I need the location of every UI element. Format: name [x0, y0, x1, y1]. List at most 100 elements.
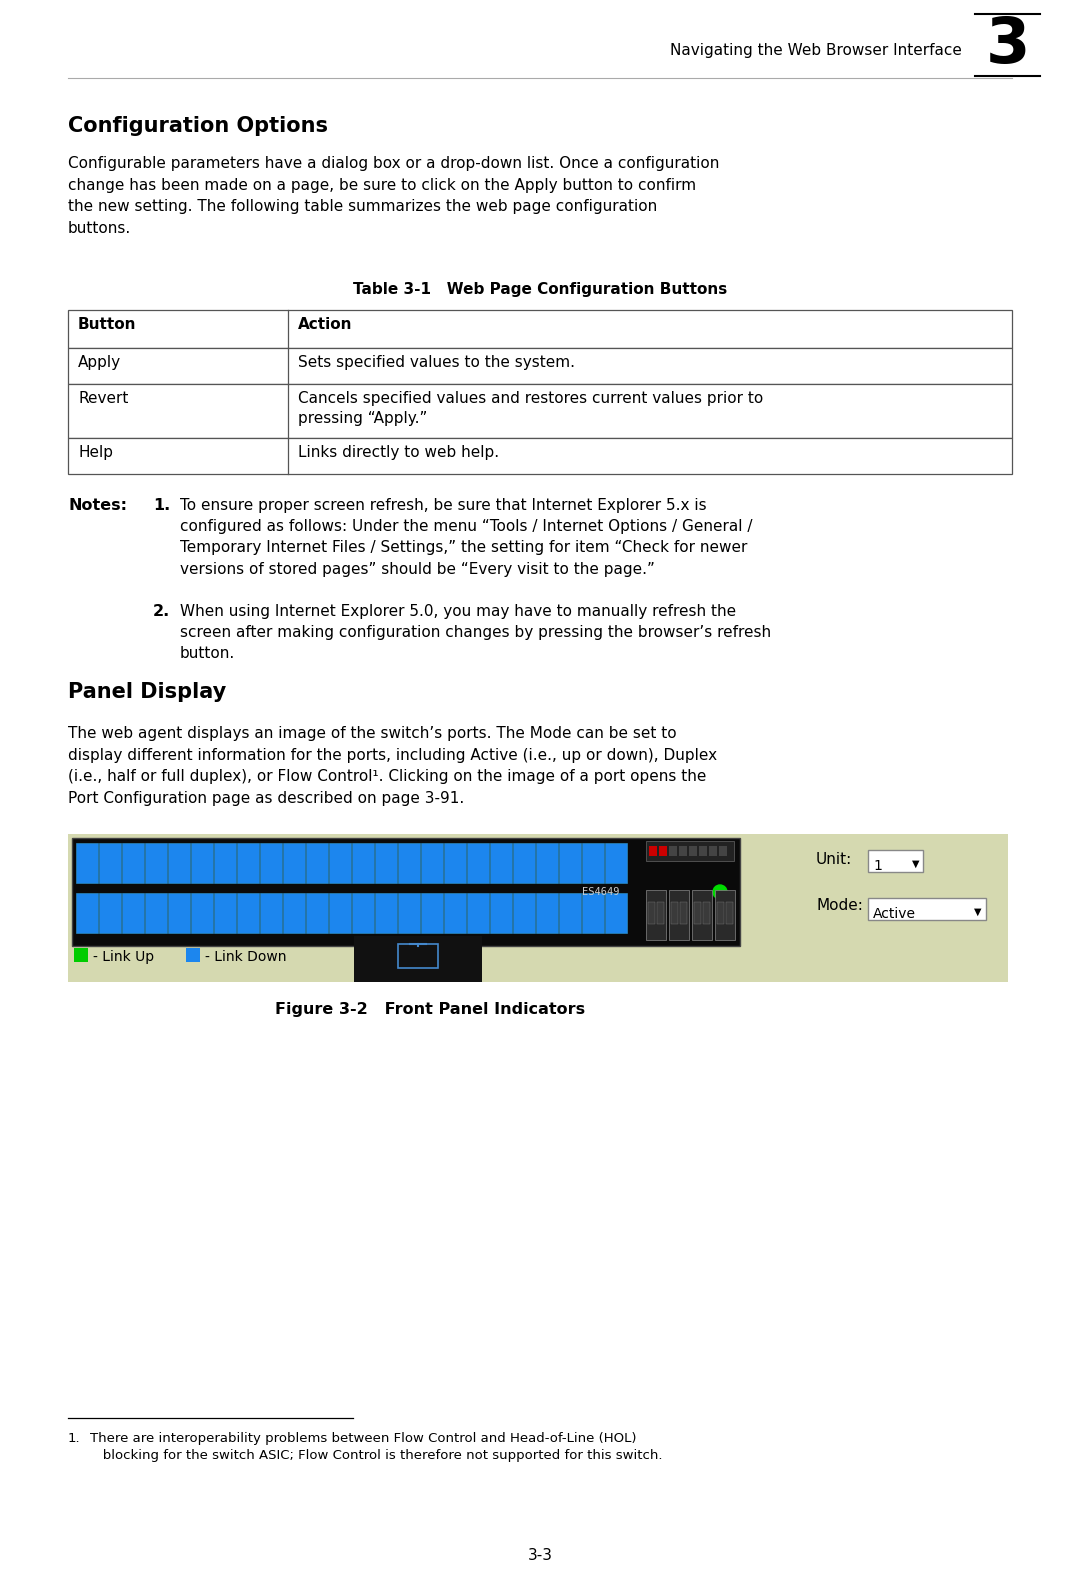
Bar [99, 893, 121, 933]
Bar [76, 893, 98, 933]
Bar [694, 903, 701, 925]
Text: 2.: 2. [153, 604, 171, 619]
Bar [283, 893, 305, 933]
Bar [68, 309, 1012, 349]
Bar [708, 846, 717, 856]
Bar [214, 893, 237, 933]
Text: ▼: ▼ [974, 907, 982, 917]
Bar [260, 893, 282, 933]
Text: Sets specified values to the system.: Sets specified values to the system. [298, 355, 575, 371]
Text: Mode:: Mode: [816, 898, 863, 914]
Bar [559, 893, 581, 933]
Text: Apply: Apply [78, 355, 121, 371]
Text: 1: 1 [873, 859, 882, 873]
Bar [513, 843, 535, 882]
Bar [122, 893, 144, 933]
Text: Navigating the Web Browser Interface: Navigating the Web Browser Interface [670, 42, 962, 58]
Bar [76, 843, 98, 882]
Text: 3-3: 3-3 [527, 1548, 553, 1564]
Bar [703, 903, 710, 925]
Bar [186, 948, 200, 962]
Text: 3: 3 [985, 14, 1029, 75]
Bar [329, 843, 351, 882]
Bar [444, 843, 465, 882]
Bar [646, 890, 666, 940]
Bar [283, 843, 305, 882]
Text: To ensure proper screen refresh, be sure that Internet Explorer 5.x is
configure: To ensure proper screen refresh, be sure… [180, 498, 753, 576]
Bar [692, 890, 712, 940]
Text: The web agent displays an image of the switch’s ports. The Mode can be set to
di: The web agent displays an image of the s… [68, 725, 717, 805]
Bar [122, 843, 144, 882]
Bar [582, 843, 604, 882]
Text: ES4649: ES4649 [582, 887, 620, 896]
Bar [145, 893, 167, 933]
Text: Table 3-1   Web Page Configuration Buttons: Table 3-1 Web Page Configuration Buttons [353, 283, 727, 297]
Bar [648, 903, 654, 925]
Bar [669, 846, 677, 856]
Bar [513, 893, 535, 933]
Bar [237, 843, 259, 882]
Bar [399, 893, 420, 933]
Bar [669, 890, 689, 940]
Bar [237, 893, 259, 933]
Bar [68, 438, 1012, 474]
Bar [354, 936, 482, 981]
Bar [352, 843, 374, 882]
Bar [168, 843, 190, 882]
Bar [659, 846, 667, 856]
Text: Cancels specified values and restores current values prior to
pressing “Apply.”: Cancels specified values and restores cu… [298, 391, 764, 427]
Text: Configuration Options: Configuration Options [68, 116, 328, 137]
Text: Links directly to web help.: Links directly to web help. [298, 444, 499, 460]
Text: Notes:: Notes: [68, 498, 127, 513]
Bar [868, 898, 986, 920]
Bar [671, 903, 678, 925]
Bar [467, 843, 489, 882]
Bar [68, 834, 1008, 981]
Bar [605, 843, 627, 882]
Text: Panel Display: Panel Display [68, 681, 226, 702]
Bar [582, 893, 604, 933]
Text: - Link Up: - Link Up [93, 950, 154, 964]
Bar [719, 846, 727, 856]
Text: Button: Button [78, 317, 136, 331]
Bar [191, 843, 213, 882]
Bar [868, 849, 923, 871]
Bar [536, 893, 558, 933]
Text: Figure 3-2   Front Panel Indicators: Figure 3-2 Front Panel Indicators [275, 1002, 585, 1017]
Bar [657, 903, 664, 925]
Bar [421, 893, 443, 933]
Bar [717, 903, 724, 925]
Bar [352, 893, 374, 933]
Bar [605, 893, 627, 933]
Bar [649, 846, 657, 856]
Bar [646, 842, 734, 860]
Bar [72, 838, 740, 947]
Text: ▼: ▼ [912, 859, 919, 870]
Bar [399, 843, 420, 882]
Text: There are interoperability problems between Flow Control and Head-of-Line (HOL)
: There are interoperability problems betw… [90, 1432, 662, 1462]
Bar [214, 843, 237, 882]
Bar [145, 843, 167, 882]
Bar [689, 846, 697, 856]
Text: 1.: 1. [153, 498, 171, 513]
Bar [559, 843, 581, 882]
Bar [375, 893, 397, 933]
Text: 1.: 1. [68, 1432, 81, 1444]
Bar [329, 893, 351, 933]
Text: - Link Down: - Link Down [205, 950, 286, 964]
Bar [490, 843, 512, 882]
Bar [260, 843, 282, 882]
Bar [536, 843, 558, 882]
Bar [68, 349, 1012, 385]
Bar [168, 893, 190, 933]
Circle shape [713, 885, 727, 900]
Text: Help: Help [78, 444, 113, 460]
Bar [467, 893, 489, 933]
Bar [375, 843, 397, 882]
Bar [191, 893, 213, 933]
Bar [444, 893, 465, 933]
Bar [679, 846, 687, 856]
Bar [421, 843, 443, 882]
Bar [399, 944, 438, 969]
Bar [68, 385, 1012, 438]
